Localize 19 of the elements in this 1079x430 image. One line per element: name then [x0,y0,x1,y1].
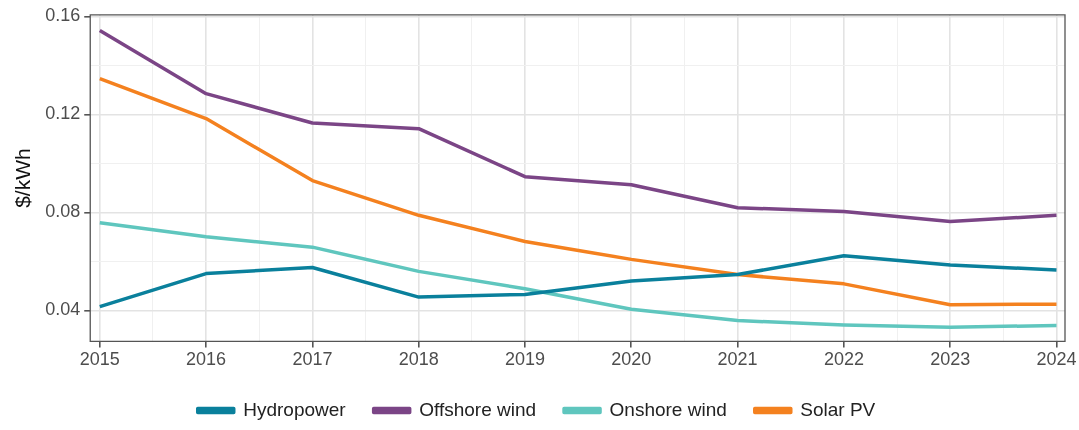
y-tick-label: 0.04 [45,299,81,320]
legend-label: Onshore wind [609,398,727,420]
y-tick-label: 0.16 [45,5,81,26]
x-tick-label: 2016 [186,349,227,370]
x-tick-label: 2020 [611,349,652,370]
legend-label: Offshore wind [419,398,537,420]
x-tick-label: 2019 [504,349,546,370]
y-tick-label: 0.12 [45,103,81,124]
legend-label: Hydropower [243,398,347,420]
x-tick-label: 2017 [292,349,333,370]
x-tick-label: 2023 [930,349,971,370]
x-tick-label: 2022 [823,349,864,370]
x-tick-label: 2015 [79,349,120,370]
y-axis-title: $/kWh [11,148,35,208]
x-tick-label: 2021 [717,349,758,370]
x-tick-label: 2024 [1036,349,1077,370]
legend-label: Solar PV [800,398,876,420]
x-tick-label: 2018 [398,349,439,370]
y-tick-label: 0.08 [45,201,81,222]
